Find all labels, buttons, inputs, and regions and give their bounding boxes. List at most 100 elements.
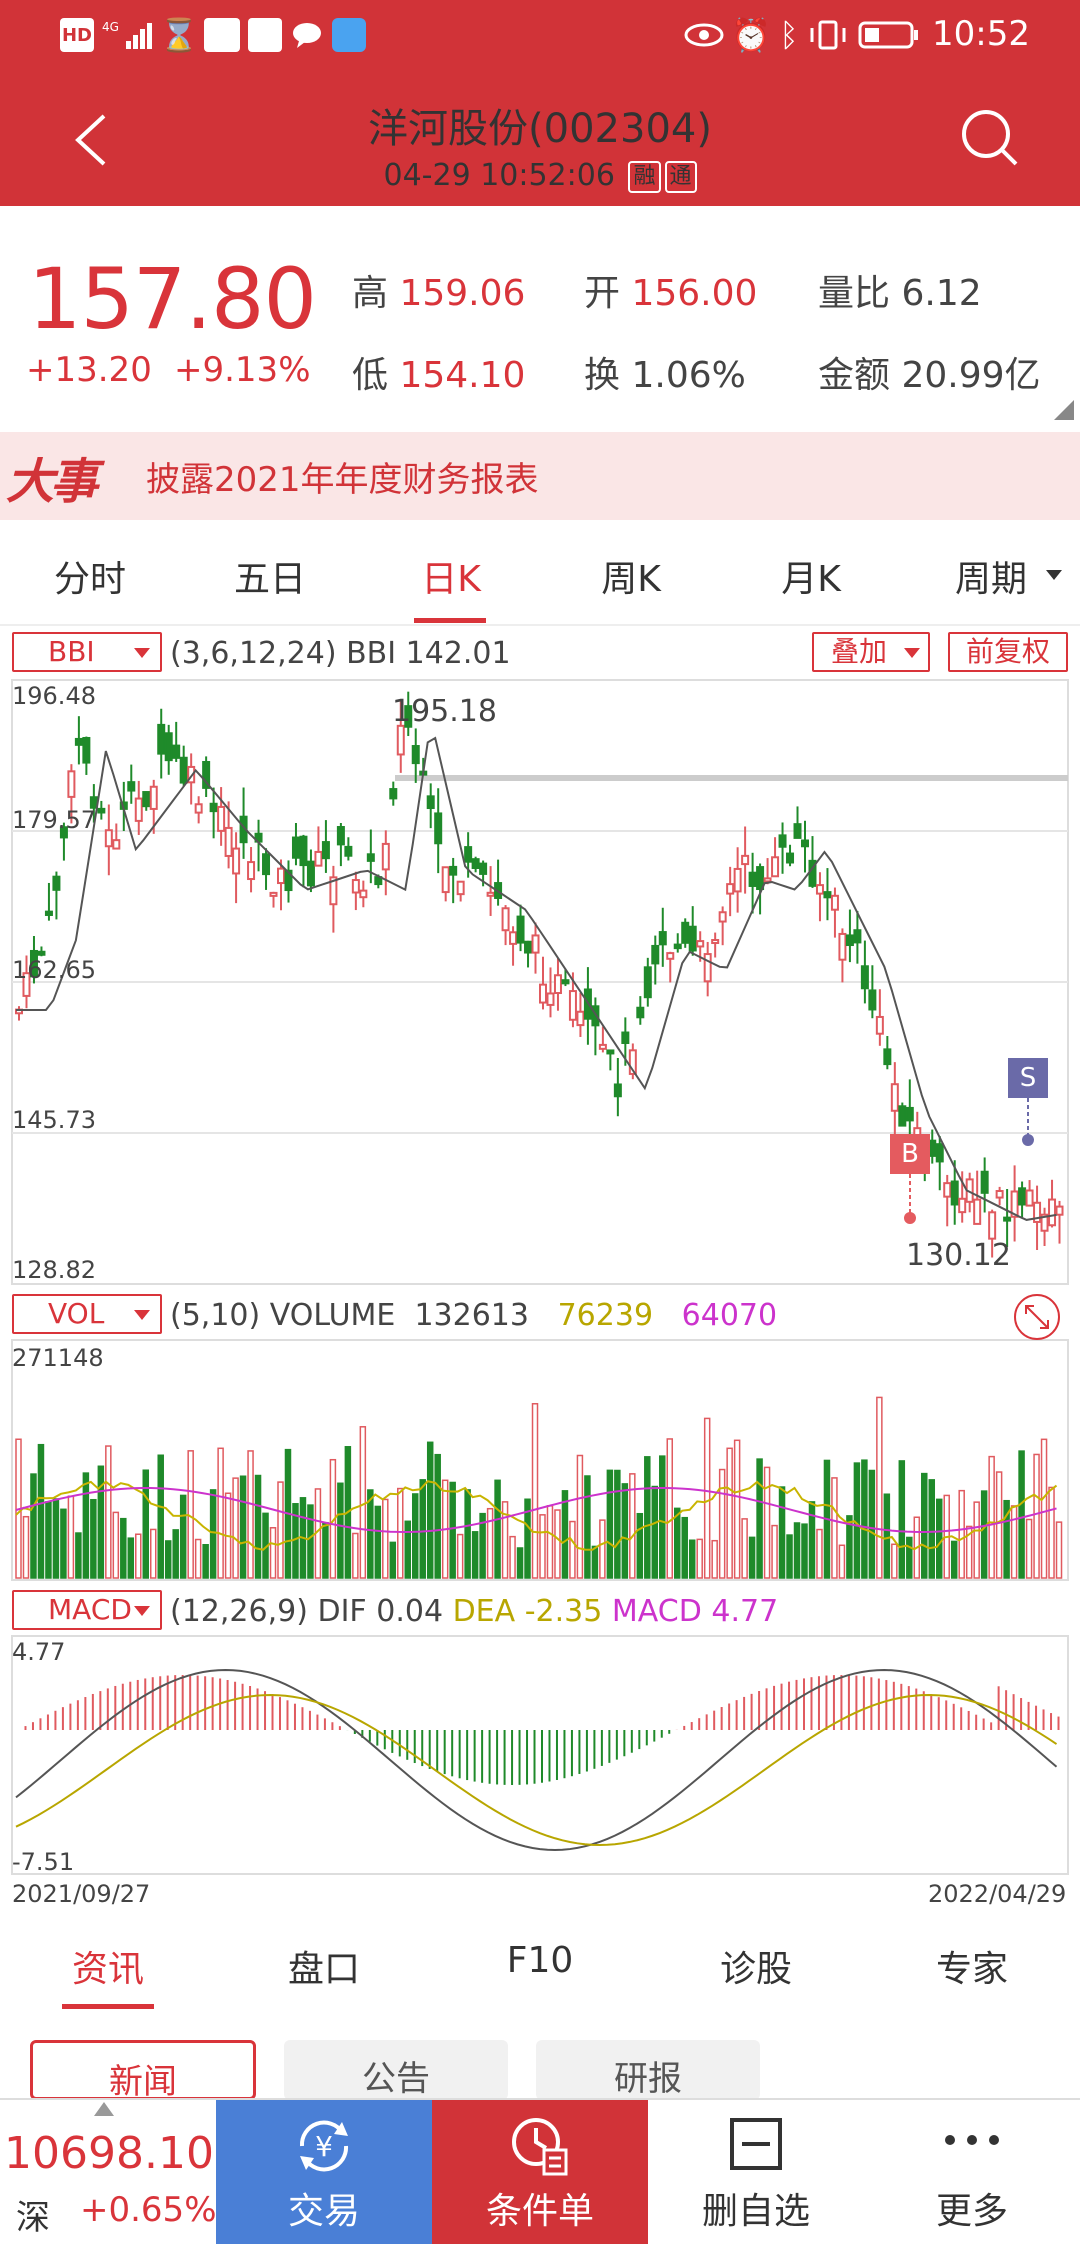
macd-indicator-dropdown[interactable]: MACD xyxy=(12,1590,162,1630)
bottom-tab[interactable]: 诊股 xyxy=(719,1949,792,1990)
volume-indicator-dropdown[interactable]: VOL xyxy=(12,1294,162,1334)
period-tab[interactable]: 分时 xyxy=(53,559,126,600)
remove-watchlist-button[interactable]: 删自选 xyxy=(648,2100,864,2244)
volume-bar xyxy=(112,1511,120,1579)
candle-body xyxy=(711,939,720,945)
candle-body xyxy=(830,894,839,911)
trade-button[interactable]: ¥ 交易 xyxy=(216,2100,432,2244)
candle-body xyxy=(561,979,570,985)
volume-bar xyxy=(494,1479,501,1579)
volume-bar xyxy=(629,1473,636,1579)
bottom-tab[interactable]: 专家 xyxy=(935,1949,1008,1990)
candle-body xyxy=(553,974,562,995)
volume-bar xyxy=(644,1456,651,1579)
y-axis-label: 145.73 xyxy=(12,1106,96,1134)
candle-body xyxy=(486,891,495,897)
condition-order-button[interactable]: 条件单 xyxy=(432,2100,648,2244)
overlay-label: 叠加 xyxy=(830,635,887,668)
search-button[interactable] xyxy=(958,106,1022,170)
volume-bar xyxy=(838,1544,846,1579)
candle-body xyxy=(793,823,802,839)
volume-ma10-line xyxy=(15,1487,1057,1534)
candle-body xyxy=(1025,1189,1034,1207)
candle-body xyxy=(733,867,742,893)
candle-body xyxy=(516,915,525,944)
volume-bar xyxy=(142,1469,150,1579)
chevron-down-icon xyxy=(134,1310,150,1320)
candle-body xyxy=(546,992,555,1006)
sub-tab-research[interactable]: 研报 xyxy=(536,2040,760,2100)
period-tab[interactable]: 月K xyxy=(781,559,841,600)
volume-bar xyxy=(1003,1499,1010,1579)
candle-body xyxy=(531,934,540,954)
bottom-tab[interactable]: 资讯 xyxy=(71,1949,144,1990)
signal-icon: 4G xyxy=(100,18,160,52)
candle-body xyxy=(928,1139,937,1157)
volume-bar xyxy=(52,1498,60,1579)
kline-chart[interactable] xyxy=(0,0,1080,1900)
major-event-text[interactable]: 披露2021年年度财务报表 xyxy=(146,460,539,500)
more-button[interactable]: 更多 xyxy=(864,2100,1080,2244)
volume-bar xyxy=(681,1516,688,1579)
bottom-tab[interactable]: 盘口 xyxy=(287,1949,360,1990)
volume-bar xyxy=(763,1466,771,1579)
volume-bar xyxy=(352,1532,359,1579)
buy-marker[interactable]: B xyxy=(890,1134,930,1174)
volume-bar xyxy=(60,1508,67,1579)
candle-body xyxy=(434,812,443,845)
fullscreen-icon[interactable] xyxy=(1012,1292,1062,1342)
period-tab[interactable]: 周K xyxy=(601,559,661,600)
candle-body xyxy=(359,889,368,899)
index-value[interactable]: 10698.10 xyxy=(4,2128,214,2179)
bottom-tab[interactable]: F10 xyxy=(506,1940,574,1981)
volume-bar xyxy=(30,1473,37,1579)
price-change-pct: +9.13% xyxy=(174,350,311,390)
candle-body xyxy=(112,839,121,850)
volume-bar xyxy=(876,1396,883,1579)
candle-body xyxy=(172,744,181,759)
volume-bar xyxy=(778,1486,786,1579)
volume-bar xyxy=(561,1490,569,1579)
volume-bar xyxy=(1025,1518,1033,1579)
sub-tab-announcement[interactable]: 公告 xyxy=(284,2040,508,2100)
candle-body xyxy=(299,835,308,867)
expand-corner-icon[interactable] xyxy=(1054,400,1074,420)
candle-body xyxy=(1003,1216,1012,1222)
dif-value: 0.04 xyxy=(376,1594,444,1629)
stock-title: 洋河股份(002304) xyxy=(368,106,712,152)
dif-line xyxy=(15,1668,1058,1852)
more-label: 更多 xyxy=(935,2191,1008,2232)
back-button[interactable] xyxy=(70,110,110,170)
volume-bar xyxy=(374,1505,382,1579)
candle-body xyxy=(576,1010,585,1027)
macd-label: MACD xyxy=(611,1594,702,1629)
period-tab[interactable]: 日K xyxy=(421,559,481,600)
major-event-banner[interactable] xyxy=(0,432,1080,520)
macd-indicator-label: MACD xyxy=(48,1593,132,1626)
candle-body xyxy=(815,884,824,895)
candle-body xyxy=(673,943,682,950)
volume-bar xyxy=(995,1471,1003,1579)
volume-bar xyxy=(808,1501,816,1579)
volume-bar xyxy=(883,1493,891,1579)
volume-bar xyxy=(816,1528,823,1579)
sell-marker[interactable]: S xyxy=(1008,1058,1048,1098)
volume-bar xyxy=(202,1544,209,1579)
candle-body xyxy=(97,807,106,814)
adjust-button[interactable]: 前复权 xyxy=(948,632,1068,672)
period-tab[interactable]: 五日 xyxy=(233,559,306,600)
candle-body xyxy=(868,989,877,1011)
sub-tab-news[interactable]: 新闻 xyxy=(30,2040,256,2100)
overlay-button[interactable]: 叠加 xyxy=(812,632,930,672)
trade-label: 交易 xyxy=(287,2191,360,2232)
more-dots-icon xyxy=(945,2135,999,2145)
candle-body xyxy=(613,1083,622,1098)
volume-bar xyxy=(127,1537,135,1579)
volume-bar xyxy=(22,1515,30,1579)
volume-bar xyxy=(688,1539,696,1579)
period-tab[interactable]: 周期 xyxy=(916,550,1066,602)
candle-body xyxy=(441,866,450,894)
buy-marker-dot xyxy=(904,1212,916,1224)
candle-body xyxy=(396,724,405,756)
main-indicator-dropdown[interactable]: BBI xyxy=(12,632,162,672)
